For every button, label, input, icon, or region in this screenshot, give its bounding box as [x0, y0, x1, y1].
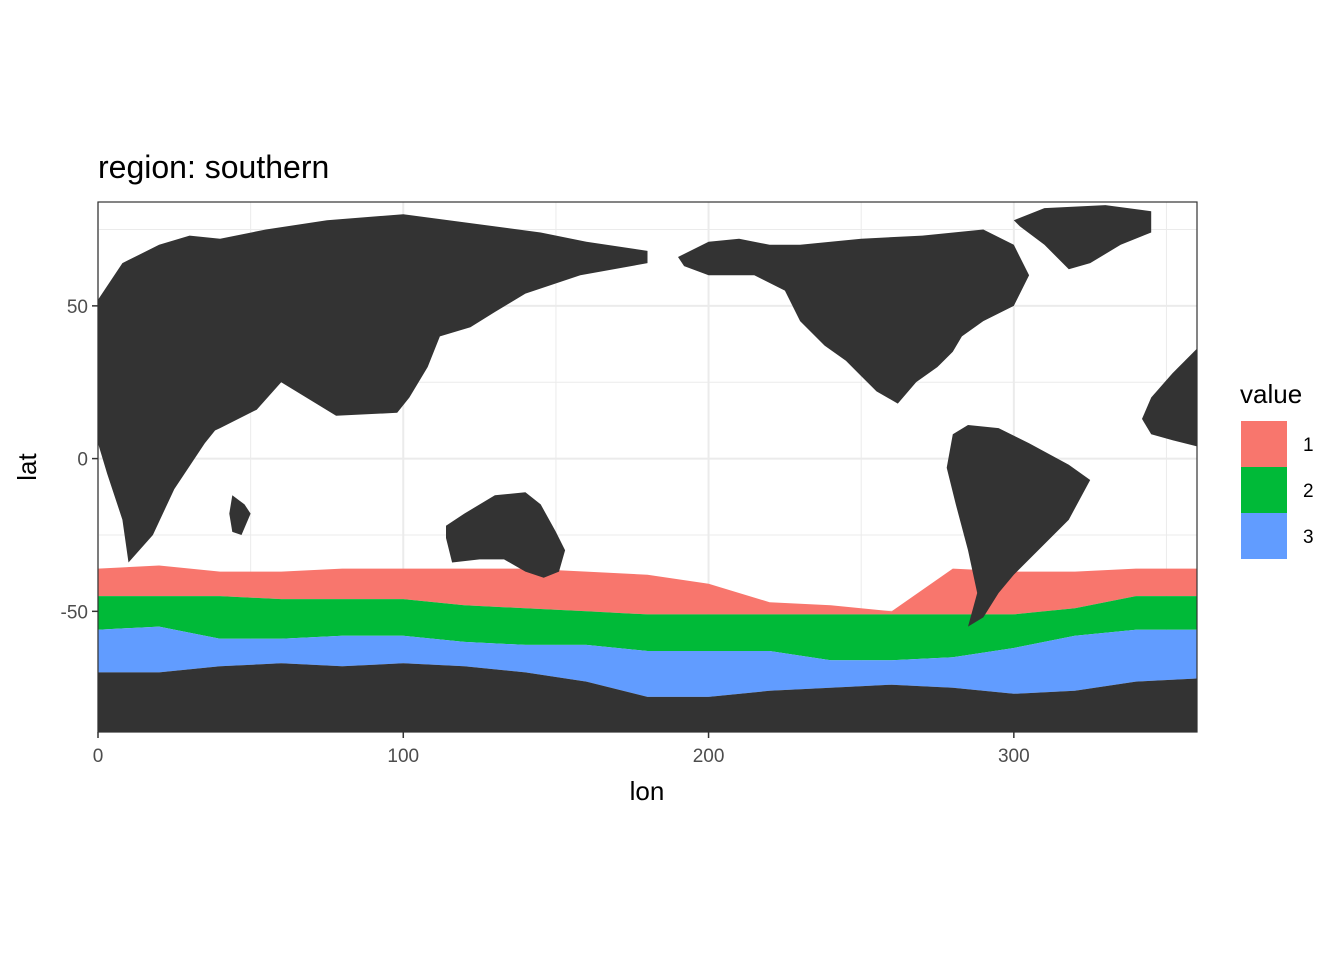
x-axis: 0 100 200 300 [93, 732, 1030, 767]
chart-title: region: southern [98, 149, 329, 185]
y-tick-label: 0 [77, 450, 88, 471]
y-axis: 50 0 -50 [61, 297, 98, 623]
land-masses [98, 205, 1197, 732]
legend-key-3 [1241, 513, 1287, 559]
land-madagascar [229, 495, 251, 535]
land-greenland [1013, 205, 1152, 270]
panel-border [97, 201, 1198, 733]
land-west-africa-edge [1142, 348, 1197, 447]
legend-key-1 [1241, 421, 1287, 467]
y-tick-label: -50 [61, 602, 88, 623]
land-australia [446, 492, 566, 578]
x-tick-label: 100 [387, 746, 419, 767]
region-bands [98, 565, 1197, 697]
map-layers [98, 205, 1197, 732]
region-band-3 [98, 626, 1197, 697]
land-north-america [678, 229, 1030, 404]
land-antarctica [98, 663, 1197, 732]
legend-title: value [1240, 379, 1302, 409]
x-tick-label: 0 [93, 746, 104, 767]
region-band-1 [98, 565, 1197, 615]
y-axis-title: lat [12, 452, 42, 480]
legend-label-3: 3 [1303, 527, 1314, 548]
legend-key-2 [1241, 467, 1287, 513]
legend-label-2: 2 [1303, 481, 1314, 502]
legend-label-1: 1 [1303, 435, 1314, 456]
land-eurasia-africa [98, 214, 648, 563]
legend: value 1 2 3 [1240, 379, 1314, 559]
region-band-2 [98, 596, 1197, 661]
y-tick-label: 50 [67, 297, 88, 318]
x-axis-title: lon [630, 776, 665, 806]
x-tick-label: 300 [998, 746, 1030, 767]
land-south-america [946, 425, 1091, 627]
x-tick-label: 200 [693, 746, 725, 767]
